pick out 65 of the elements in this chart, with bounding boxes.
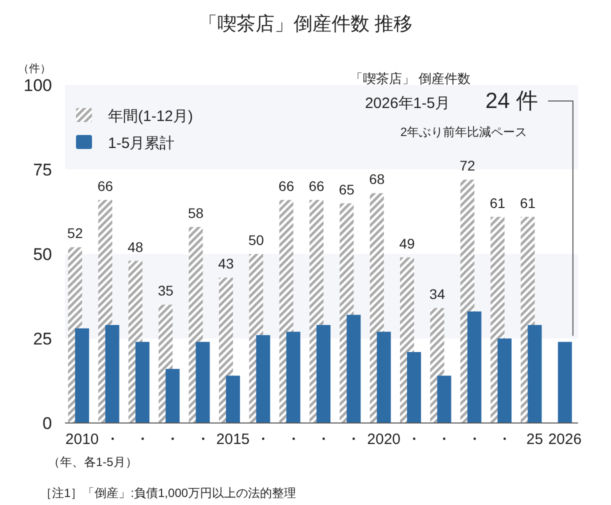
bar bbox=[407, 352, 422, 423]
data-label: 72 bbox=[460, 158, 476, 174]
data-label: 58 bbox=[188, 204, 204, 221]
x-tick-label: ・ bbox=[195, 431, 210, 448]
chart-title: 「喫茶店」倒産件数 推移 bbox=[198, 13, 413, 35]
data-label: 66 bbox=[97, 178, 114, 194]
data-label: 43 bbox=[218, 256, 234, 272]
text: （年、各1-5月） bbox=[48, 455, 138, 469]
bar bbox=[135, 342, 150, 423]
bar bbox=[528, 324, 542, 423]
x-tick-label: ・ bbox=[286, 431, 301, 448]
data-label: 52 bbox=[67, 225, 84, 242]
bar bbox=[346, 314, 361, 423]
data-label: 66 bbox=[308, 178, 324, 194]
bar bbox=[558, 342, 572, 423]
legend-label: 1-5月累計 bbox=[108, 135, 175, 152]
data-label: 66 bbox=[278, 178, 294, 194]
x-tick-label: ・ bbox=[104, 431, 120, 448]
x-tick-label: 2015 bbox=[216, 431, 250, 448]
x-tick-label: ・ bbox=[497, 431, 512, 448]
x-tick-label: 25 bbox=[526, 431, 544, 448]
x-tick-label: 2010 bbox=[65, 431, 99, 448]
data-label: 61 bbox=[490, 194, 506, 211]
x-tick-label: ・ bbox=[466, 431, 482, 448]
data-label: 65 bbox=[338, 181, 355, 198]
bar bbox=[226, 376, 240, 423]
bar bbox=[256, 335, 270, 423]
x-tick-label: 2020 bbox=[367, 431, 401, 448]
y-tick-label: 75 bbox=[33, 160, 52, 180]
bar bbox=[467, 311, 482, 423]
y-axis-title: （件） bbox=[18, 63, 51, 75]
bar bbox=[316, 324, 330, 423]
x-tick-label: 2026 bbox=[548, 431, 582, 448]
data-label: 68 bbox=[369, 171, 385, 188]
bar bbox=[166, 368, 180, 423]
annotation: 2026年1-5月 bbox=[364, 95, 450, 112]
bar bbox=[75, 328, 90, 423]
annotation: 24 件 bbox=[485, 88, 538, 113]
x-tick-label: ・ bbox=[134, 431, 150, 448]
bar bbox=[105, 324, 120, 423]
data-label: 61 bbox=[520, 194, 536, 211]
bar bbox=[498, 338, 512, 423]
data-label: 50 bbox=[248, 232, 264, 248]
bar bbox=[437, 376, 452, 423]
x-tick-label: ・ bbox=[346, 431, 362, 448]
bar bbox=[196, 342, 210, 423]
y-tick-label: 100 bbox=[24, 76, 52, 95]
annotation: 2年ぶり前年比減ペース bbox=[400, 125, 527, 139]
data-label: 49 bbox=[399, 235, 416, 252]
x-tick-label: ・ bbox=[436, 431, 452, 448]
data-label: 35 bbox=[158, 282, 174, 299]
annotation: 「喫茶店」 倒産件数 bbox=[350, 71, 471, 86]
legend-label: 年間(1-12月) bbox=[108, 108, 194, 125]
x-tick-label: ・ bbox=[316, 431, 331, 448]
y-tick-label: 0 bbox=[42, 414, 52, 433]
bar bbox=[376, 332, 391, 423]
data-label: 48 bbox=[128, 238, 144, 255]
bar bbox=[286, 332, 300, 423]
data-label: 34 bbox=[429, 286, 446, 302]
x-tick-label: ・ bbox=[256, 431, 271, 448]
text: ［注1］「倒産」:負債1,000万円以上の法的整理 bbox=[40, 486, 296, 500]
x-tick-label: ・ bbox=[406, 431, 422, 448]
y-tick-label: 50 bbox=[33, 245, 52, 264]
y-tick-label: 25 bbox=[33, 330, 52, 348]
x-tick-label: ・ bbox=[165, 431, 180, 448]
